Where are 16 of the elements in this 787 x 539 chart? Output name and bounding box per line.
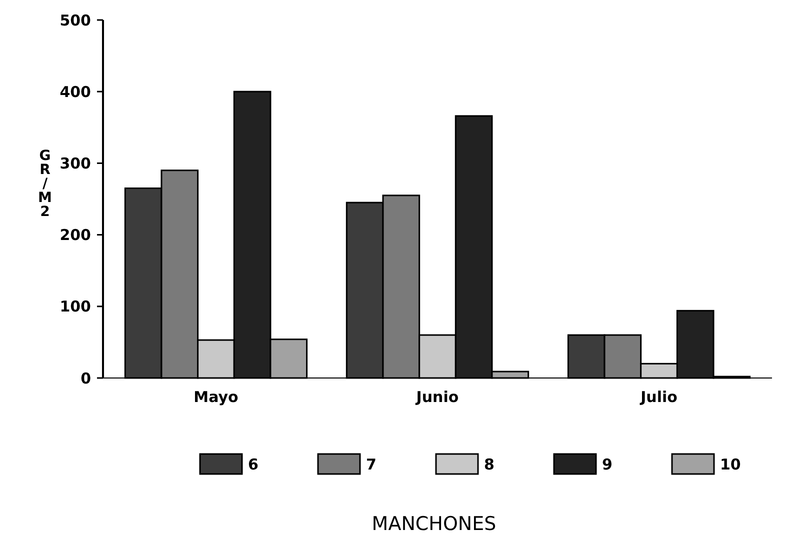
- y-axis-title: GR/M2: [38, 148, 52, 220]
- y-tick-label: 300: [60, 154, 91, 172]
- y-tick-label: 500: [60, 11, 91, 30]
- y-tick-label: 100: [60, 298, 91, 316]
- legend-label: 9: [602, 455, 612, 474]
- legend-label: 10: [720, 455, 741, 474]
- legend-label: 8: [484, 455, 494, 474]
- x-tick-label: Mayo: [194, 388, 238, 406]
- legend-label: 6: [248, 455, 258, 474]
- y-tick-label: 200: [60, 226, 91, 244]
- y-tick-label: 400: [60, 82, 91, 101]
- legend-label: 7: [366, 455, 376, 474]
- y-tick-label: 0: [80, 369, 91, 388]
- legend-title: MANCHONES: [372, 513, 496, 535]
- x-tick-label: Junio: [415, 388, 459, 406]
- x-tick-label: Julio: [640, 388, 678, 406]
